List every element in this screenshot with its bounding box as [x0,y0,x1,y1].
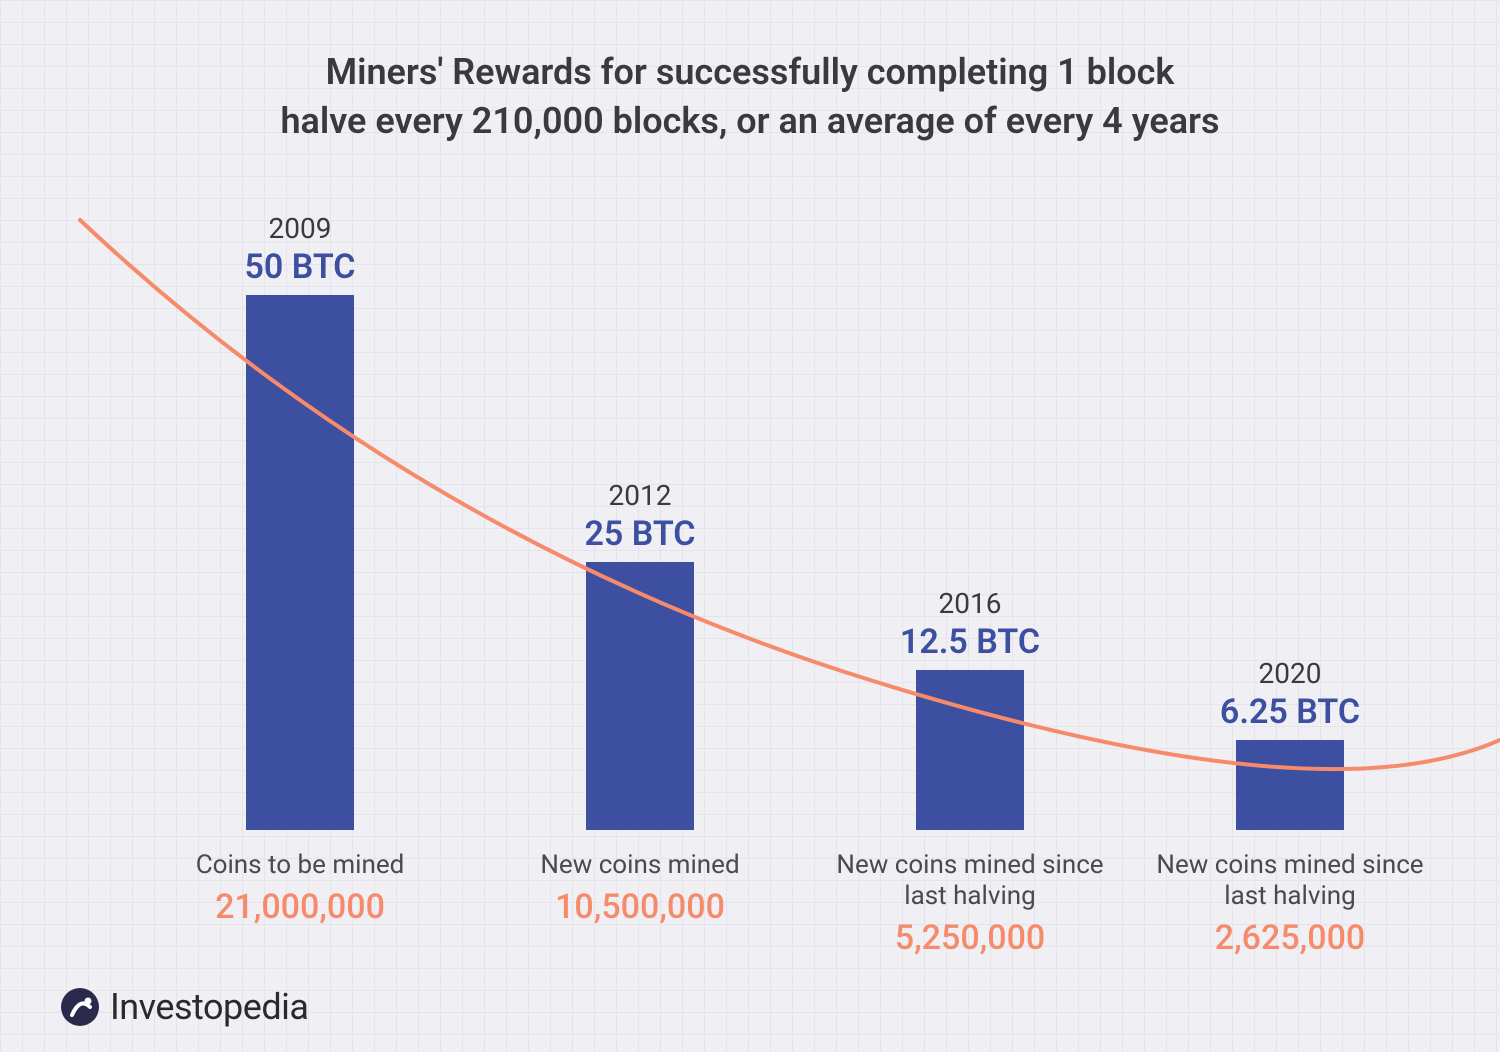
chart-column: 201612.5 BTC [830,200,1110,830]
bar-top-labels: 20206.25 BTC [1150,657,1430,732]
bar-chart-area: 200950 BTC201225 BTC201612.5 BTC20206.25… [100,200,1420,830]
bar [916,670,1024,830]
coins-value: 2,625,000 [1150,918,1430,958]
bottom-column: New coins mined since last halving 2,625,… [1150,850,1430,958]
bottom-column: Coins to be mined 21,000,000 [160,850,440,927]
chart-title: Miners' Rewards for successfully complet… [0,48,1500,145]
coins-value: 5,250,000 [830,918,1110,958]
bar [586,562,694,830]
btc-label: 12.5 BTC [830,622,1110,662]
bar-top-labels: 201612.5 BTC [830,587,1110,662]
chart-column: 200950 BTC [160,200,440,830]
bottom-column: New coins mined since last halving 5,250,… [830,850,1110,958]
btc-label: 50 BTC [160,247,440,287]
title-line-1: Miners' Rewards for successfully complet… [326,51,1175,93]
category-label: New coins mined [500,850,780,881]
brand-logo: Investopedia [60,986,308,1028]
category-label: New coins mined since last halving [830,850,1110,912]
bottom-column: New coins mined 10,500,000 [500,850,780,927]
title-line-2: halve every 210,000 blocks, or an averag… [280,100,1219,142]
year-label: 2016 [830,587,1110,620]
year-label: 2020 [1150,657,1430,690]
coins-value: 21,000,000 [160,887,440,927]
bar [246,295,354,830]
bar-top-labels: 200950 BTC [160,212,440,287]
chart-column: 201225 BTC [500,200,780,830]
category-label: New coins mined since last halving [1150,850,1430,912]
year-label: 2012 [500,479,780,512]
category-label: Coins to be mined [160,850,440,881]
coins-value: 10,500,000 [500,887,780,927]
bar-top-labels: 201225 BTC [500,479,780,554]
brand-name: Investopedia [110,986,308,1028]
btc-label: 6.25 BTC [1150,692,1430,732]
investopedia-icon [60,987,100,1027]
bar [1236,740,1344,830]
btc-label: 25 BTC [500,514,780,554]
chart-column: 20206.25 BTC [1150,200,1430,830]
year-label: 2009 [160,212,440,245]
